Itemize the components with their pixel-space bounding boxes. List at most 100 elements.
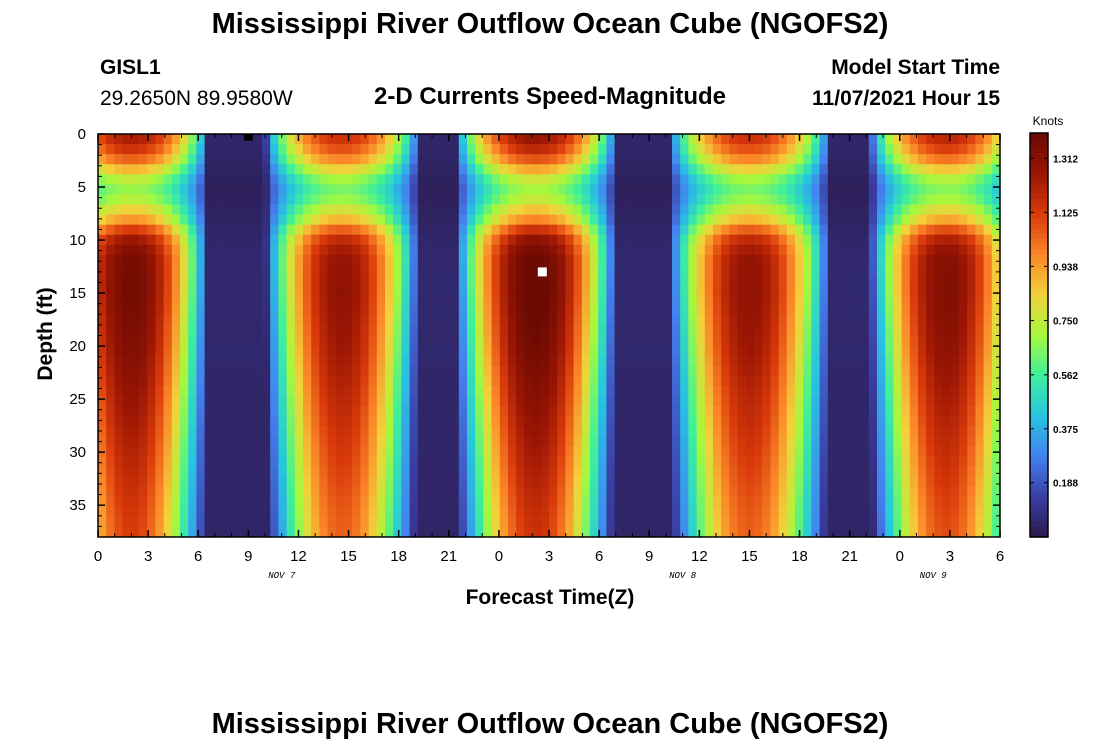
heatmap-cell	[180, 406, 189, 417]
heatmap-cell	[778, 426, 788, 437]
heatmap-cell	[122, 275, 132, 286]
heatmap-cell	[270, 335, 279, 347]
heatmap-cell	[458, 355, 468, 367]
heatmap-cell	[836, 506, 845, 518]
heatmap-cell	[786, 526, 796, 537]
heatmap-cell	[98, 254, 107, 266]
heatmap-cell	[704, 164, 714, 175]
heatmap-cell	[844, 264, 853, 276]
heatmap-cell	[786, 416, 796, 427]
heatmap-cell	[204, 355, 214, 367]
heatmap-cell	[852, 375, 862, 387]
heatmap-cell	[622, 285, 632, 296]
heatmap-cell	[221, 436, 230, 447]
heatmap-cell	[147, 144, 156, 155]
heatmap-cell	[614, 486, 624, 498]
heatmap-cell	[950, 275, 960, 286]
heatmap-cell	[622, 496, 632, 508]
heatmap-cell	[926, 355, 935, 367]
heatmap-cell	[836, 335, 845, 347]
heatmap-cell	[622, 214, 632, 226]
heatmap-cell	[212, 164, 222, 175]
heatmap-cell	[770, 134, 780, 145]
heatmap-cell	[663, 456, 673, 468]
heatmap-cell	[680, 345, 689, 357]
heatmap-cell	[901, 305, 911, 316]
heatmap-cell	[909, 395, 919, 407]
heatmap-cell	[253, 486, 263, 498]
heatmap-cell	[598, 184, 607, 196]
heatmap-cell	[516, 395, 525, 407]
heatmap-cell	[122, 204, 132, 216]
heatmap-cell	[417, 456, 427, 468]
heatmap-cell	[245, 214, 255, 226]
heatmap-cell	[180, 174, 189, 185]
heatmap-cell	[991, 476, 1000, 488]
heatmap-cell	[967, 375, 976, 387]
heatmap-cell	[475, 375, 484, 387]
heatmap-cell	[581, 416, 591, 427]
heatmap-cell	[557, 446, 566, 457]
heatmap-cell	[483, 244, 493, 256]
heatmap-cell	[262, 305, 271, 316]
heatmap-cell	[557, 375, 566, 387]
heatmap-cell	[376, 194, 386, 206]
heatmap-cell	[335, 204, 345, 216]
heatmap-cell	[426, 345, 435, 357]
heatmap-cell	[557, 416, 566, 427]
heatmap-cell	[672, 486, 681, 498]
heatmap-cell	[229, 516, 238, 528]
heatmap-cell	[499, 395, 509, 407]
heatmap-cell	[294, 325, 304, 337]
heatmap-cell	[417, 506, 427, 518]
heatmap-cell	[376, 375, 386, 387]
heatmap-cell	[950, 375, 960, 387]
heatmap-cell	[762, 395, 771, 407]
heatmap-cell	[557, 315, 566, 327]
heatmap-cell	[360, 194, 370, 206]
heatmap-cell	[245, 506, 255, 518]
heatmap-cell	[655, 476, 665, 488]
heatmap-cell	[622, 476, 632, 488]
heatmap-cell	[590, 446, 599, 457]
heatmap-cell	[590, 264, 599, 276]
heatmap-cell	[631, 164, 640, 175]
heatmap-cell	[942, 234, 952, 246]
heatmap-cell	[795, 345, 804, 357]
heatmap-cell	[163, 254, 173, 266]
heatmap-cell	[319, 295, 329, 306]
heatmap-cell	[614, 154, 624, 165]
heatmap-cell	[114, 436, 124, 447]
heatmap-cell	[171, 285, 181, 296]
heatmap-cell	[754, 345, 763, 357]
heatmap-cell	[270, 325, 279, 337]
heatmap-cell	[557, 426, 566, 437]
heatmap-cell	[860, 385, 870, 397]
heatmap-cell	[139, 305, 148, 316]
heatmap-cell	[852, 446, 862, 457]
heatmap-cell	[901, 184, 911, 196]
heatmap-cell	[647, 506, 657, 518]
heatmap-cell	[614, 426, 624, 437]
heatmap-cell	[786, 496, 796, 508]
heatmap-cell	[844, 385, 853, 397]
heatmap-cell	[212, 244, 222, 256]
heatmap-cell	[737, 496, 747, 508]
heatmap-cell	[368, 486, 378, 498]
heatmap-cell	[122, 315, 132, 327]
heatmap-cell	[745, 184, 755, 196]
heatmap-cell	[565, 395, 575, 407]
heatmap-cell	[196, 375, 206, 387]
heatmap-cell	[614, 446, 624, 457]
heatmap-cell	[868, 194, 878, 206]
heatmap-cell	[860, 154, 870, 165]
heatmap-cell	[860, 496, 870, 508]
heatmap-cell	[442, 395, 452, 407]
heatmap-cell	[360, 426, 370, 437]
heatmap-cell	[524, 506, 534, 518]
heatmap-cell	[745, 365, 755, 377]
heatmap-cell	[311, 305, 320, 316]
heatmap-cell	[122, 516, 132, 528]
heatmap-cell	[991, 516, 1000, 528]
heatmap-cell	[221, 295, 230, 306]
